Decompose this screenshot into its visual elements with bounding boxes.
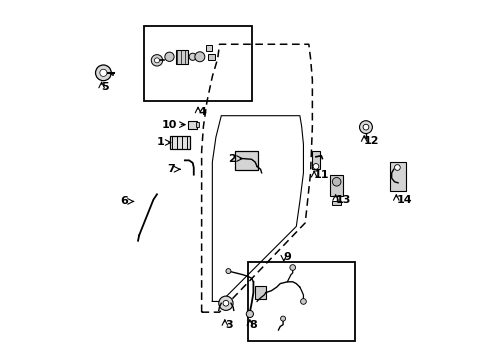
Text: 5: 5 xyxy=(102,82,109,92)
Circle shape xyxy=(223,300,228,306)
Circle shape xyxy=(300,298,305,304)
Text: 12: 12 xyxy=(364,136,379,146)
Circle shape xyxy=(312,163,318,169)
Circle shape xyxy=(363,124,368,130)
FancyBboxPatch shape xyxy=(208,54,214,60)
Text: 3: 3 xyxy=(224,320,232,330)
Circle shape xyxy=(280,316,285,321)
Text: 14: 14 xyxy=(395,195,411,204)
Text: 9: 9 xyxy=(283,252,291,262)
FancyBboxPatch shape xyxy=(175,50,188,64)
Circle shape xyxy=(95,65,111,81)
Circle shape xyxy=(332,177,340,186)
FancyBboxPatch shape xyxy=(196,122,198,127)
Bar xyxy=(144,26,251,102)
Text: 8: 8 xyxy=(249,320,257,330)
FancyBboxPatch shape xyxy=(254,286,266,299)
Text: 2: 2 xyxy=(227,154,235,163)
FancyBboxPatch shape xyxy=(188,121,197,129)
Circle shape xyxy=(154,58,159,63)
FancyBboxPatch shape xyxy=(205,45,212,51)
FancyBboxPatch shape xyxy=(331,201,341,205)
FancyBboxPatch shape xyxy=(170,136,190,149)
Circle shape xyxy=(189,53,196,60)
Bar xyxy=(247,262,354,341)
Text: 13: 13 xyxy=(335,195,350,204)
Text: 10: 10 xyxy=(161,120,176,130)
Text: 11: 11 xyxy=(313,170,329,180)
FancyBboxPatch shape xyxy=(389,162,406,191)
Circle shape xyxy=(359,121,372,134)
FancyBboxPatch shape xyxy=(312,152,319,169)
Text: 7: 7 xyxy=(167,164,175,174)
Circle shape xyxy=(246,310,253,318)
FancyBboxPatch shape xyxy=(329,175,343,196)
Circle shape xyxy=(225,269,230,274)
Circle shape xyxy=(194,52,204,62)
Circle shape xyxy=(164,52,174,62)
Circle shape xyxy=(100,69,107,76)
Circle shape xyxy=(151,55,163,66)
Text: 6: 6 xyxy=(120,197,128,206)
Circle shape xyxy=(394,165,400,170)
Text: 1: 1 xyxy=(156,138,164,148)
Text: 4: 4 xyxy=(198,107,205,117)
FancyBboxPatch shape xyxy=(234,150,257,170)
Circle shape xyxy=(289,265,295,270)
Circle shape xyxy=(218,296,233,310)
